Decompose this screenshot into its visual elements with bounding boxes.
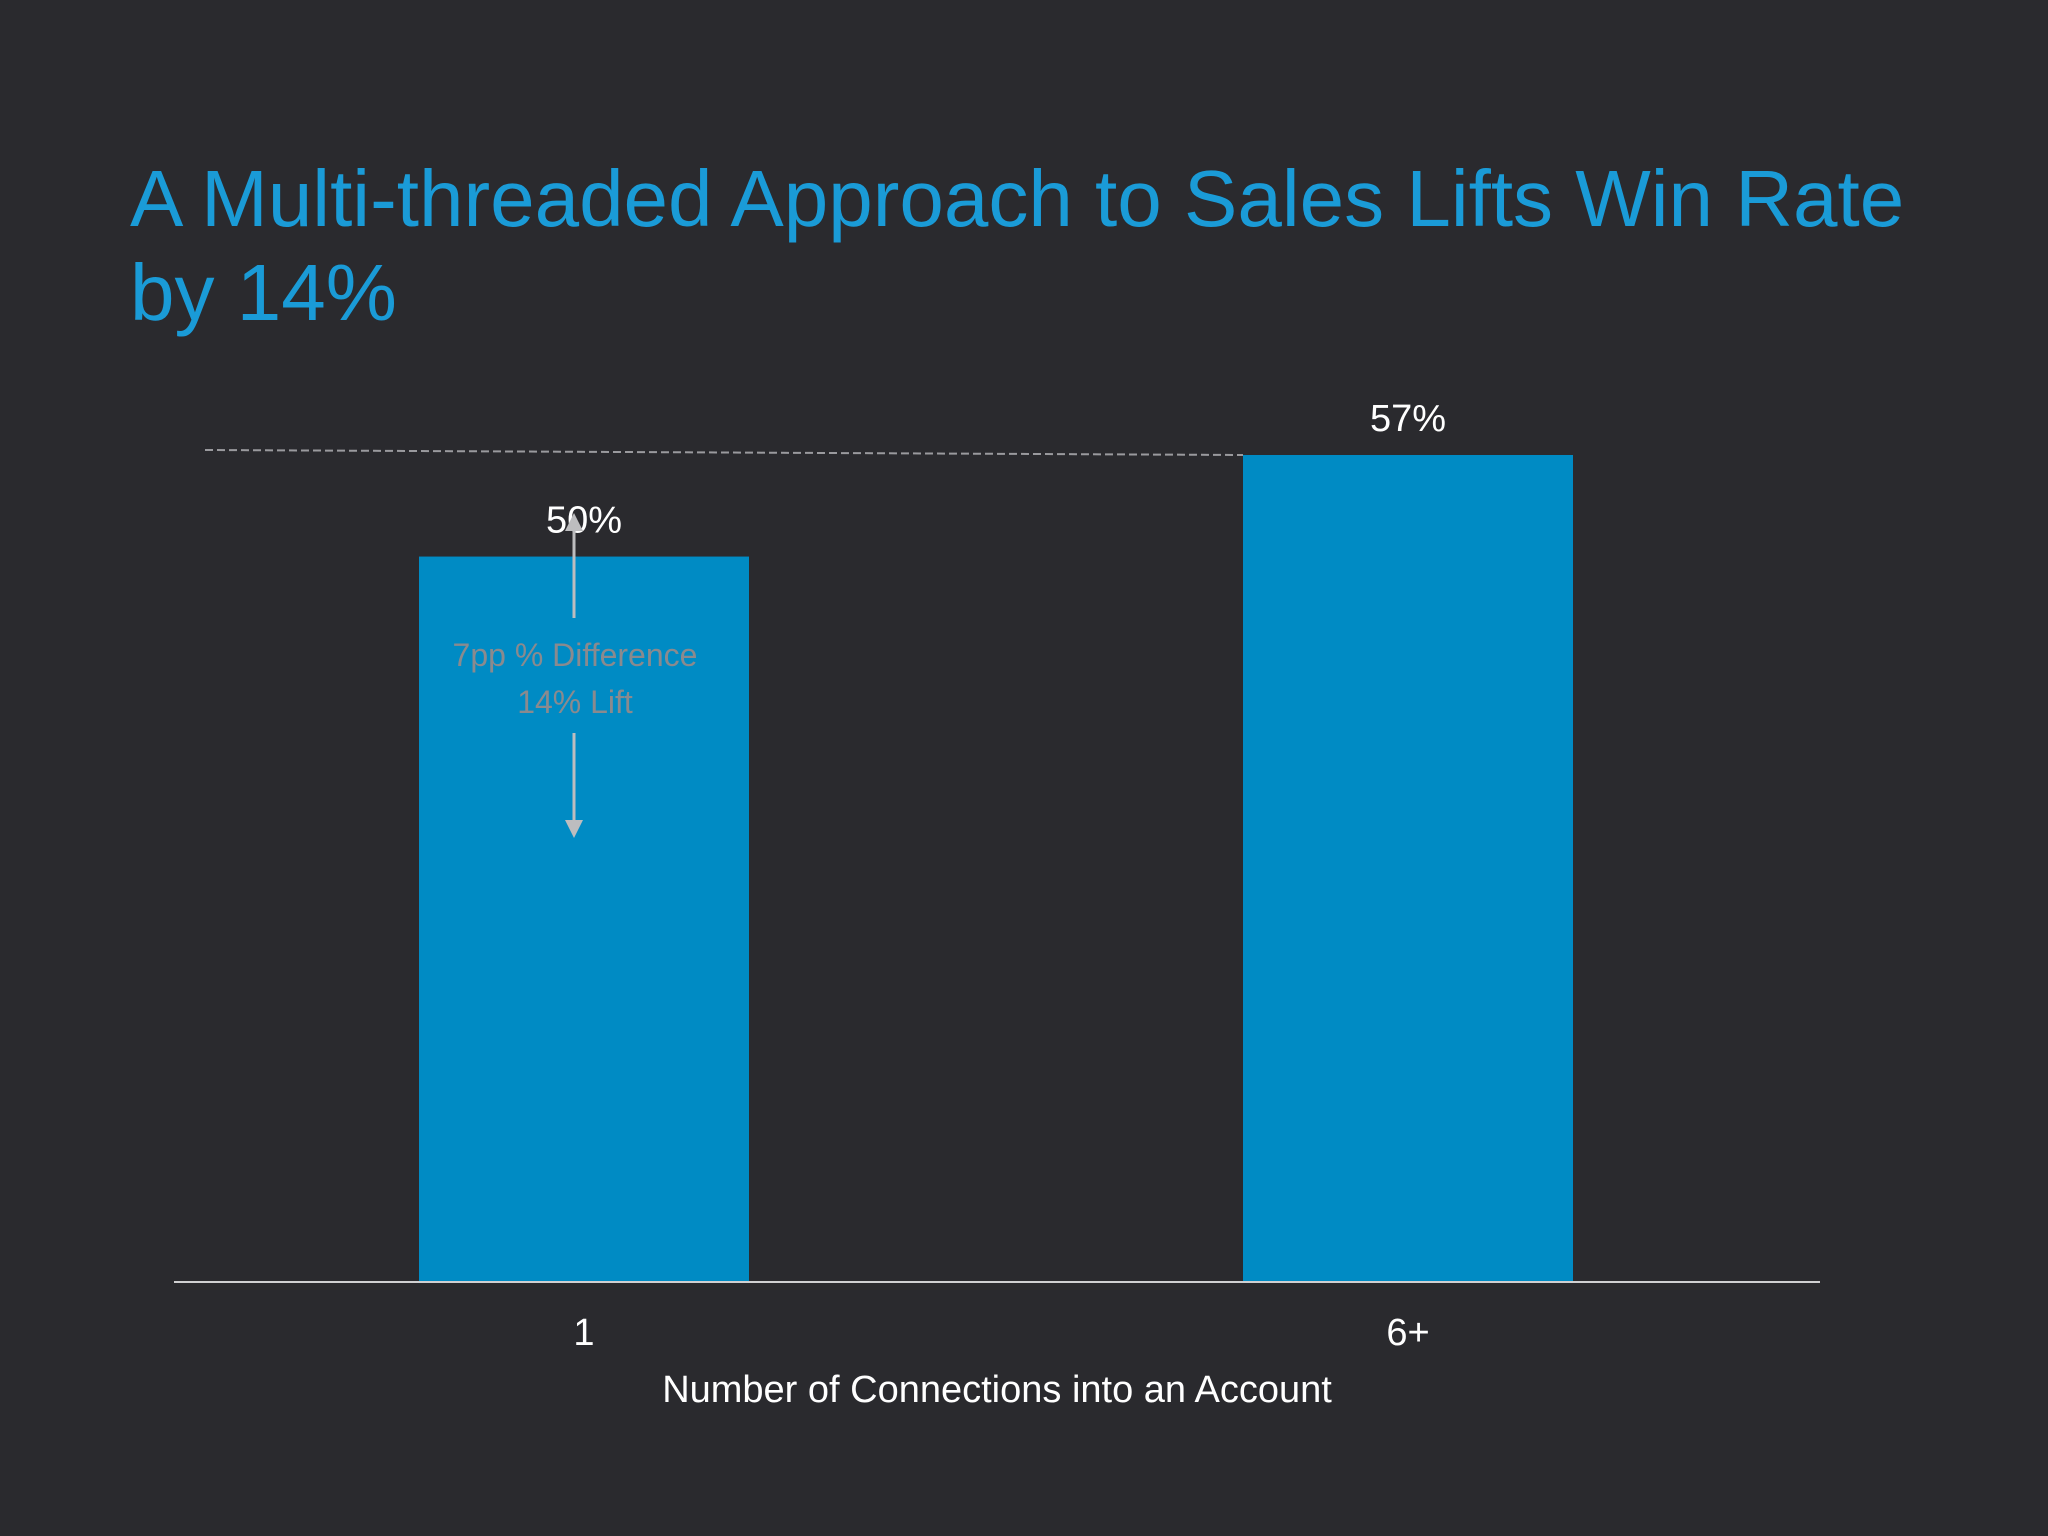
x-tick-label-2: 6+ <box>1386 1312 1429 1354</box>
bars-layer: 50% 1 57% 6+ <box>419 398 1573 1354</box>
annotation-lift: 14% Lift <box>517 684 633 720</box>
annotation-difference: 7pp % Difference <box>453 637 698 673</box>
x-tick-label-1: 1 <box>573 1312 594 1354</box>
reference-line <box>204 449 1244 456</box>
data-label-2: 57% <box>1370 398 1446 440</box>
x-axis-title: Number of Connections into an Account <box>662 1369 1332 1411</box>
data-label-1: 50% <box>546 500 622 542</box>
bar-1 <box>419 556 749 1282</box>
bar-2 <box>1243 455 1573 1282</box>
page-title: A Multi-threaded Approach to Sales Lifts… <box>130 154 1905 337</box>
